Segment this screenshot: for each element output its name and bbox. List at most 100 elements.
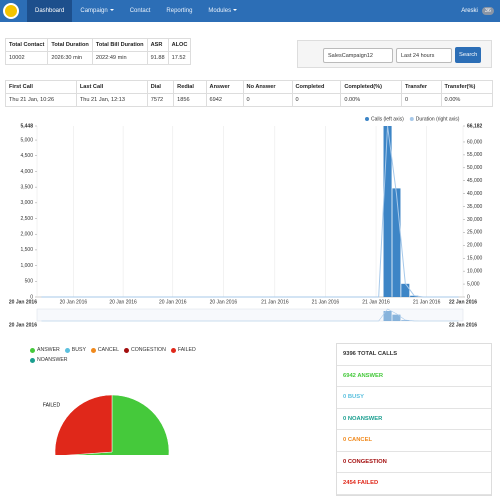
summary-row: 2454 FAILED <box>337 473 491 495</box>
table-header: No Answer <box>243 81 292 94</box>
y2-tick-label: 5,000 <box>467 281 480 287</box>
y-tick-label: 1,000 <box>20 263 33 269</box>
y-tick-label: 500 <box>25 279 34 285</box>
count: 0 <box>343 394 346 400</box>
table-cell: 0 <box>243 94 292 107</box>
table-cell: 2026:30 min <box>48 52 93 65</box>
nav-text: Campaign <box>80 8 107 14</box>
table-cell: 0 <box>292 94 341 107</box>
pie-slice <box>55 395 112 455</box>
badge: 36 <box>482 7 494 15</box>
table-cell: 7572 <box>147 94 173 107</box>
page: {"nav":{"items":["Dashboard","Campaign",… <box>0 0 500 455</box>
count: 0 <box>343 459 346 465</box>
table-cell: 0 <box>402 94 442 107</box>
y-tick-label: 1,500 <box>20 247 33 253</box>
y-tick-label: 5,448 <box>20 123 33 129</box>
table-header: Dial <box>147 81 173 94</box>
x-tick-label: 21 Jan 2016 <box>413 299 441 305</box>
nav-item[interactable]: Campaign <box>72 0 121 22</box>
y2-tick-label: 35,000 <box>467 204 483 210</box>
y-tick-label: 4,000 <box>20 169 33 175</box>
x-tick-label: 21 Jan 2016 <box>261 299 289 305</box>
legend-label: Duration (right axis) <box>416 116 460 122</box>
y2-tick-label: 55,000 <box>467 152 483 158</box>
summary-row: 0 NOANSWER <box>337 409 491 431</box>
y-tick-label: 4,500 <box>20 153 33 159</box>
navbar: Dashboard Campaign Contact Reporting Mod… <box>0 0 500 22</box>
y2-tick-label: 60,000 <box>467 139 483 145</box>
x-tick-label: 20 Jan 2016 <box>60 299 88 305</box>
table-cell: 17.52 <box>168 52 191 65</box>
bar <box>401 284 409 297</box>
y2-tick-label: 10,000 <box>467 268 483 274</box>
summary-row: 6942 ANSWER <box>337 366 491 388</box>
summary-total: 9396 TOTAL CALLS <box>337 344 491 366</box>
table-header: Answer <box>206 81 243 94</box>
y2-tick-label: 40,000 <box>467 191 483 197</box>
y-tick-label: 3,000 <box>20 200 33 206</box>
y2-tick-label: 66,182 <box>467 123 483 129</box>
legend-label: Calls (left axis) <box>371 116 404 122</box>
label: ANSWER <box>357 373 383 379</box>
summary-row: 0 CANCEL <box>337 430 491 452</box>
legend-marker <box>365 117 369 121</box>
x-tick-label: 21 Jan 2016 <box>362 299 390 305</box>
summary-row: 0 BUSY <box>337 387 491 409</box>
table-cell: Thu 21 Jan, 12:13 <box>76 94 147 107</box>
table-header: Completed <box>292 81 341 94</box>
table-cell: 10002 <box>6 52 48 65</box>
y2-tick-label: 25,000 <box>467 230 483 236</box>
period-select[interactable]: Last 24 hours <box>396 48 452 63</box>
table-header: ASR <box>147 39 168 52</box>
user-menu[interactable]: Areski 36 <box>461 0 494 22</box>
y-tick-label: 0 <box>30 294 33 300</box>
label: BUSY <box>348 394 364 400</box>
table-header: Total Duration <box>48 39 93 52</box>
table-header: Redial <box>174 81 206 94</box>
table-header: Transfer <box>402 81 442 94</box>
label: TOTAL CALLS <box>358 351 398 357</box>
search-button[interactable]: Search <box>455 47 481 63</box>
label: CONGESTION <box>348 459 387 465</box>
y2-tick-label: 45,000 <box>467 178 483 184</box>
y-tick-label: 2,000 <box>20 232 33 238</box>
navigator-label: 22 Jan 2016 <box>449 322 477 328</box>
y2-tick-label: 15,000 <box>467 256 483 262</box>
nav-item[interactable]: Reporting <box>158 0 200 22</box>
y-tick-label: 5,000 <box>20 137 33 143</box>
nav-item[interactable]: Dashboard <box>27 0 72 22</box>
navigator-label: 20 Jan 2016 <box>9 322 37 328</box>
nav-item[interactable]: Modules <box>200 0 245 22</box>
user-name: Areski <box>461 8 478 14</box>
table-cell: 2022:49 min <box>92 52 147 65</box>
table-cell: 1856 <box>174 94 206 107</box>
calls-chart: 20 Jan 2016 20 Jan 2016 20 Jan 2016 20 Jan … <box>0 110 500 335</box>
logo[interactable] <box>3 3 19 19</box>
label: NOANSWER <box>348 416 382 422</box>
table-header: Total Bill Duration <box>92 39 147 52</box>
pie-chart: FAILED <box>0 335 330 455</box>
table-cell: 91.88 <box>147 52 168 65</box>
nav-item[interactable]: Contact <box>122 0 159 22</box>
y2-tick-label: 0 <box>467 294 470 300</box>
count: 6942 <box>343 373 356 379</box>
x-tick-label: 20 Jan 2016 <box>210 299 238 305</box>
x-tick-label: 20 Jan 2016 <box>159 299 187 305</box>
filter-box: SalesCampaign12 Last 24 hours Search <box>297 40 492 68</box>
x-tick-label: 22 Jan 2016 <box>449 299 477 305</box>
count: 9396 <box>343 351 356 357</box>
label: CANCEL <box>348 437 372 443</box>
table-header: First Call <box>6 81 77 94</box>
slice-label: FAILED <box>43 402 61 408</box>
table-header: Transfer(%) <box>441 81 492 94</box>
y-tick-label: 2,500 <box>20 216 33 222</box>
table-header: ALOC <box>168 39 191 52</box>
table-header: Last Call <box>76 81 147 94</box>
y2-tick-label: 50,000 <box>467 165 483 171</box>
nav-text: Modules <box>208 8 231 14</box>
campaign-select[interactable]: SalesCampaign12 <box>323 48 393 63</box>
count: 2454 <box>343 480 356 486</box>
